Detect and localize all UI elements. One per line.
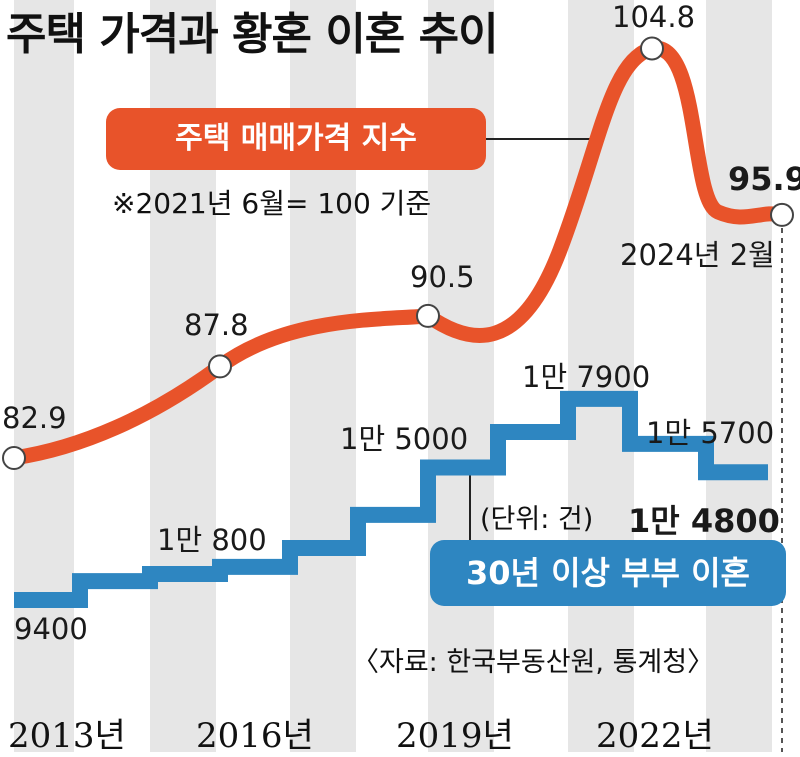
price-label-2019: 90.5: [410, 260, 475, 294]
price-base-note: ※2021년 6월= 100 기준: [112, 187, 432, 220]
stripe-0: [14, 0, 74, 752]
price-marker-2022: [640, 36, 664, 61]
price-date-latest: 2024년 2월: [620, 238, 775, 272]
price-label-latest: 95.9: [728, 160, 800, 198]
x-tick-2016: 2016년: [196, 716, 314, 756]
price-marker-2013: [2, 446, 26, 470]
source-note: 〈자료: 한국부동산원, 통계청〉: [352, 647, 715, 678]
divorce-label-2019: 1만 5000: [340, 422, 469, 456]
price-marker-2024-02: [770, 202, 794, 227]
divorce-legend-pill: 30년 이상 부부 이혼: [430, 540, 786, 606]
divorce-label-2023: 1만 4800: [628, 502, 780, 540]
divorce-step-line: [14, 390, 768, 608]
price-label-2022: 104.8: [612, 0, 696, 34]
price-label-2016: 87.8: [184, 308, 249, 342]
price-legend-pill: 주택 매매가격 지수: [106, 108, 486, 170]
divorce-label-2022: 1만 5700: [646, 416, 775, 450]
divorce-unit-label: (단위: 건): [480, 504, 594, 535]
price-label-2013: 82.9: [2, 401, 67, 435]
stripe-5: [706, 0, 772, 752]
price-marker-2019: [416, 303, 440, 328]
price-markers: [2, 36, 794, 470]
chart-title: 주택 가격과 황혼 이혼 추이: [6, 9, 499, 60]
divorce-label-2016: 1만 800: [157, 523, 267, 557]
x-tick-2022: 2022년: [596, 716, 714, 756]
divorce-label-2021: 1만 7900: [522, 360, 651, 394]
x-tick-2019: 2019년: [396, 716, 514, 756]
divorce-label-2013: 9400: [14, 612, 88, 646]
price-marker-2016: [208, 354, 232, 379]
x-tick-2013: 2013년: [8, 716, 126, 756]
